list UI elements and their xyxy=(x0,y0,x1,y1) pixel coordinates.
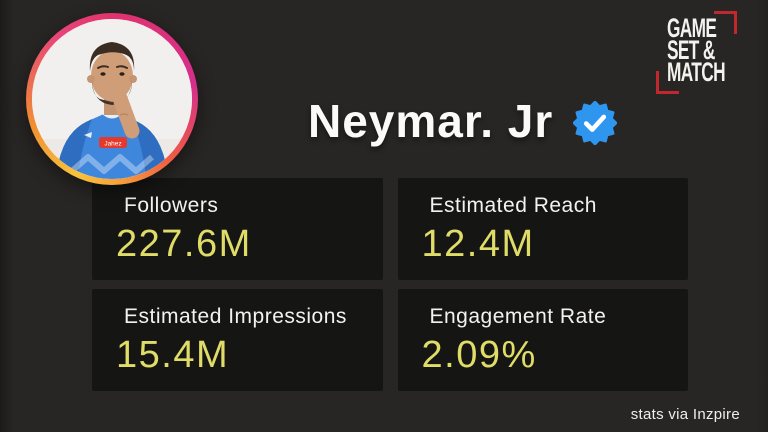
verified-badge-icon xyxy=(573,101,618,145)
stat-card-engagement-rate: Engagement Rate 2.09% xyxy=(397,289,688,391)
stat-label: Estimated Reach xyxy=(429,194,597,217)
player-portrait-icon: Jahez xyxy=(32,19,192,179)
logo-line: SET & xyxy=(667,35,715,65)
profile-header: Neymar. Jr xyxy=(308,94,618,148)
stats-source-credit: stats via Inzpire xyxy=(630,406,740,423)
logo-text: GAME SET & MATCH xyxy=(667,13,726,87)
stat-label: Estimated Impressions xyxy=(124,305,347,328)
stat-value: 227.6M xyxy=(116,223,252,265)
avatar: Jahez xyxy=(32,19,192,179)
bracket-bottom-left-icon xyxy=(656,71,679,94)
bracket-top-right-icon xyxy=(714,11,737,34)
page-title: Neymar. Jr xyxy=(308,95,554,147)
stat-card-estimated-reach: Estimated Reach 12.4M xyxy=(397,178,688,280)
stat-value: 12.4M xyxy=(421,223,535,265)
logo-line: GAME xyxy=(667,13,717,43)
avatar-gradient-ring: Jahez xyxy=(26,13,198,185)
stat-label: Engagement Rate xyxy=(429,305,607,328)
stat-card-estimated-impressions: Estimated Impressions 15.4M xyxy=(92,289,383,391)
stat-value: 15.4M xyxy=(116,334,230,376)
jersey-sponsor-text: Jahez xyxy=(104,141,121,148)
logo-line: MATCH xyxy=(667,57,726,87)
stats-grid: Followers 227.6M Estimated Reach 12.4M E… xyxy=(92,178,688,391)
stat-label: Followers xyxy=(124,194,219,217)
game-set-match-logo: GAME SET & MATCH xyxy=(656,11,737,94)
stat-card-followers: Followers 227.6M xyxy=(92,178,383,280)
stat-value: 2.09% xyxy=(421,334,537,376)
